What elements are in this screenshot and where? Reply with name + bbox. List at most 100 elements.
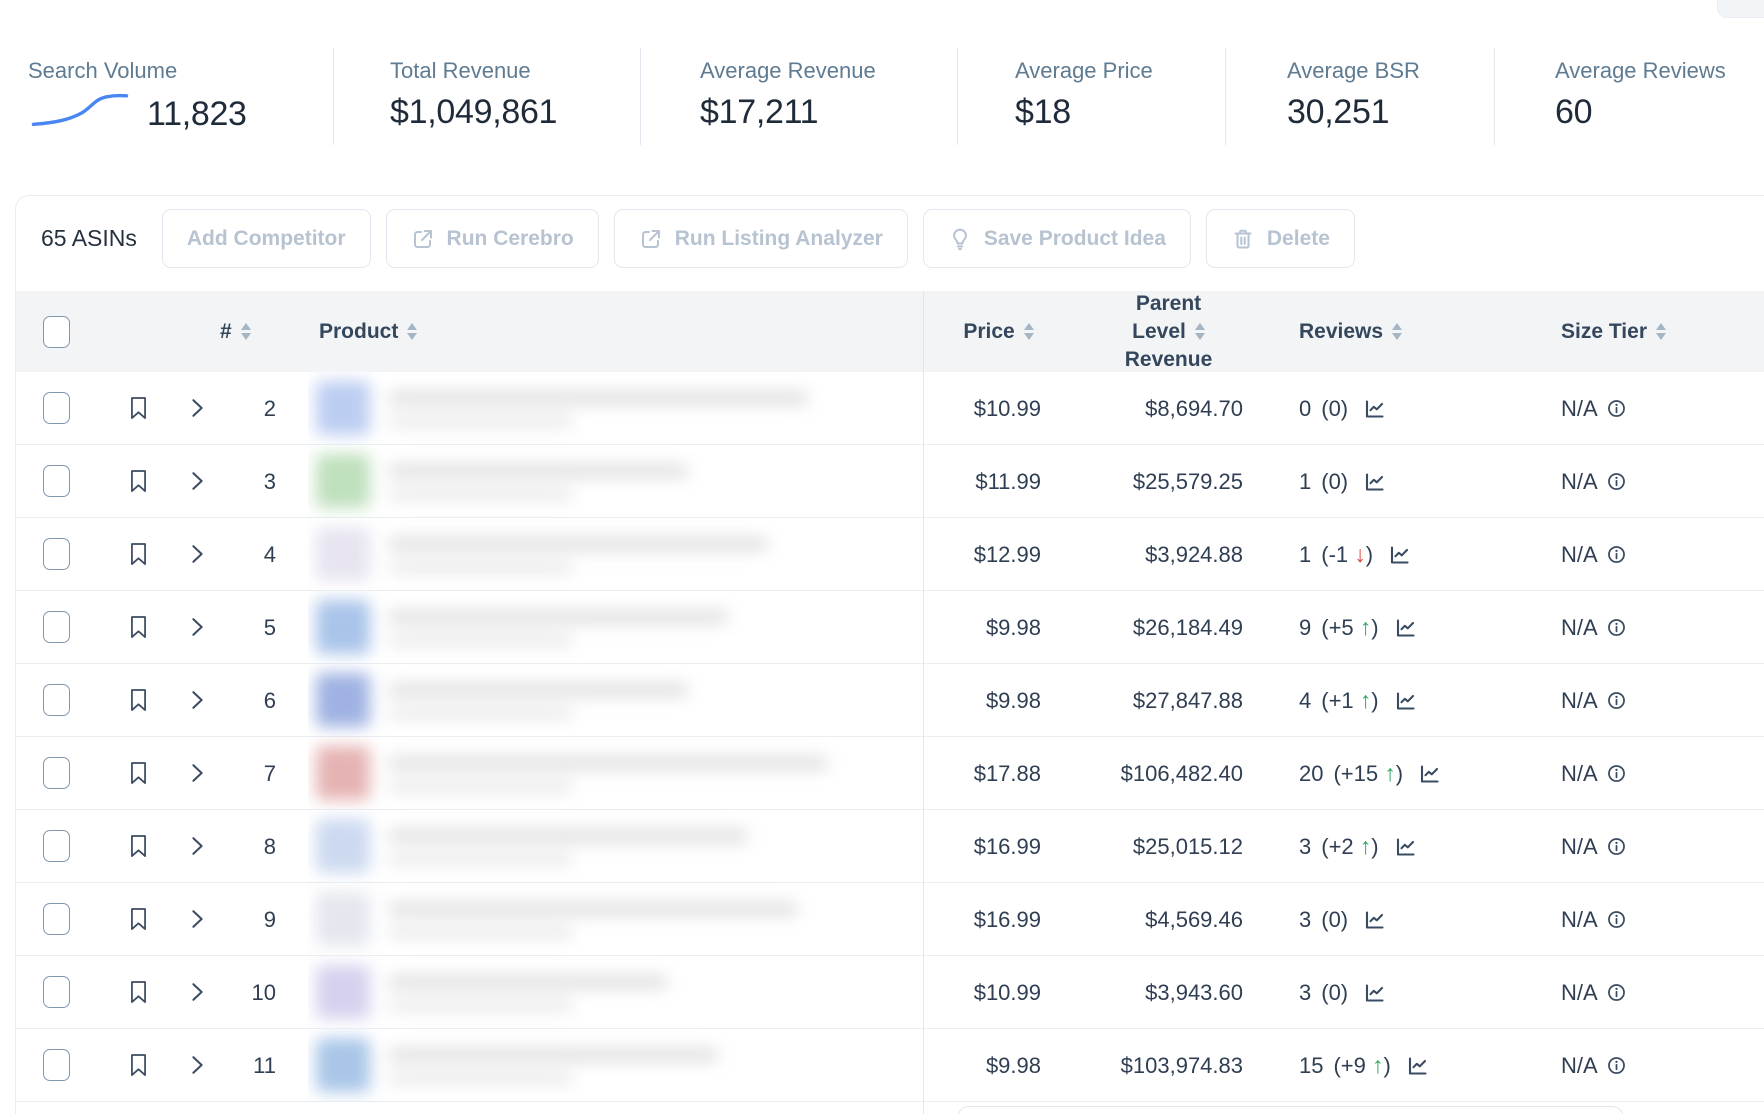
price-cell: $16.99: [973, 834, 1041, 859]
row-checkbox[interactable]: [43, 830, 70, 862]
chart-line-icon[interactable]: [1404, 1054, 1431, 1078]
blurred-title-bar: [388, 683, 688, 697]
expand-chevron-icon[interactable]: [189, 543, 206, 565]
save-product-idea-button[interactable]: Save Product Idea: [922, 209, 1191, 268]
run-cerebro-button[interactable]: Run Cerebro: [385, 209, 599, 268]
chart-line-icon[interactable]: [1416, 762, 1443, 786]
info-icon[interactable]: [1606, 909, 1627, 930]
product-cell-blurred[interactable]: [308, 737, 921, 810]
bookmark-icon[interactable]: [128, 759, 149, 787]
product-thumbnail: [316, 673, 370, 727]
info-icon[interactable]: [1606, 544, 1627, 565]
sort-icon[interactable]: [1392, 323, 1403, 340]
product-cell-blurred[interactable]: [308, 445, 921, 518]
row-checkbox[interactable]: [43, 611, 70, 643]
add-competitor-button[interactable]: Add Competitor: [161, 209, 371, 268]
info-icon[interactable]: [1606, 982, 1627, 1003]
chart-line-icon[interactable]: [1392, 835, 1419, 859]
column-header-parent-level-revenue[interactable]: Parent Level Revenue: [1061, 291, 1276, 372]
product-cell-blurred[interactable]: [308, 956, 921, 1029]
size-tier-value: N/A: [1561, 395, 1598, 421]
product-cell-blurred[interactable]: [308, 372, 921, 445]
product-cell-blurred[interactable]: [308, 664, 921, 737]
chart-line-icon[interactable]: [1361, 908, 1388, 932]
parent-level-revenue-cell: $4,569.46: [1145, 907, 1243, 932]
sort-icon[interactable]: [407, 323, 418, 340]
stat-average-reviews: Average Reviews 60: [1555, 58, 1726, 132]
blurred-title-bar: [388, 975, 668, 989]
row-checkbox[interactable]: [43, 976, 70, 1008]
parent-level-revenue-cell: $26,184.49: [1132, 615, 1243, 640]
product-cell-blurred[interactable]: [308, 518, 921, 591]
bookmark-icon[interactable]: [128, 394, 149, 422]
product-thumbnail: [316, 746, 370, 800]
blurred-subtitle-bar: [388, 1073, 573, 1084]
row-number: 2: [263, 396, 276, 421]
column-header-size-tier[interactable]: Size Tier: [1561, 291, 1666, 372]
row-checkbox[interactable]: [43, 538, 70, 570]
row-checkbox[interactable]: [43, 465, 70, 497]
bookmark-icon[interactable]: [128, 832, 149, 860]
column-header-product[interactable]: Product: [319, 291, 418, 372]
info-icon[interactable]: [1606, 471, 1627, 492]
expand-chevron-icon[interactable]: [189, 908, 206, 930]
bookmark-icon[interactable]: [128, 540, 149, 568]
size-tier-cell: N/A: [1561, 956, 1627, 1029]
run-listing-analyzer-button[interactable]: Run Listing Analyzer: [613, 209, 908, 268]
product-cell-blurred[interactable]: [308, 883, 921, 956]
size-tier-cell: N/A: [1561, 1029, 1627, 1102]
sort-icon[interactable]: [240, 323, 251, 340]
sort-icon[interactable]: [1656, 323, 1666, 340]
product-cell-blurred[interactable]: [308, 810, 921, 883]
chart-line-icon[interactable]: [1386, 543, 1413, 567]
bookmark-icon[interactable]: [128, 467, 149, 495]
bookmark-icon[interactable]: [128, 1051, 149, 1079]
info-icon[interactable]: [1606, 1055, 1627, 1076]
stat-value: $1,049,861: [390, 93, 558, 131]
product-cell-blurred[interactable]: [308, 1029, 921, 1102]
expand-chevron-icon[interactable]: [189, 981, 206, 1003]
bookmark-icon[interactable]: [128, 686, 149, 714]
info-icon[interactable]: [1606, 617, 1627, 638]
expand-chevron-icon[interactable]: [189, 835, 206, 857]
info-icon[interactable]: [1606, 836, 1627, 857]
chart-line-icon[interactable]: [1361, 470, 1388, 494]
info-icon[interactable]: [1606, 763, 1627, 784]
info-icon[interactable]: [1606, 398, 1627, 419]
sort-icon[interactable]: [1194, 323, 1205, 340]
run-cerebro-label: Run Cerebro: [446, 226, 574, 250]
expand-chevron-icon[interactable]: [189, 397, 206, 419]
chart-line-icon[interactable]: [1361, 397, 1388, 421]
product-cell-blurred[interactable]: [308, 591, 921, 664]
blurred-product-content: [308, 737, 921, 810]
stat-average-bsr: Average BSR 30,251: [1287, 58, 1420, 132]
delete-button[interactable]: Delete: [1205, 209, 1355, 268]
column-header-num[interactable]: #: [220, 291, 251, 372]
column-label: Reviews: [1299, 319, 1384, 343]
row-checkbox[interactable]: [43, 392, 70, 424]
row-checkbox[interactable]: [43, 1049, 70, 1081]
expand-chevron-icon[interactable]: [189, 762, 206, 784]
row-checkbox[interactable]: [43, 757, 70, 789]
row-checkbox[interactable]: [43, 684, 70, 716]
chart-line-icon[interactable]: [1361, 981, 1388, 1005]
expand-chevron-icon[interactable]: [189, 689, 206, 711]
chart-line-icon[interactable]: [1392, 689, 1419, 713]
column-header-reviews[interactable]: Reviews: [1299, 291, 1403, 372]
info-icon[interactable]: [1606, 690, 1627, 711]
row-checkbox[interactable]: [43, 903, 70, 935]
bookmark-icon[interactable]: [128, 613, 149, 641]
review-count: 3: [1299, 833, 1312, 859]
column-header-price[interactable]: Price: [921, 291, 1076, 372]
bookmark-icon[interactable]: [128, 905, 149, 933]
expand-chevron-icon[interactable]: [189, 470, 206, 492]
select-all-checkbox[interactable]: [43, 316, 70, 348]
sort-icon[interactable]: [1023, 323, 1034, 340]
expand-chevron-icon[interactable]: [189, 616, 206, 638]
chart-line-icon[interactable]: [1392, 616, 1419, 640]
table-row: 4 $12.99 $3,924.88 1 (-1 ↓) N/A: [16, 518, 1764, 591]
reviews-cell: 1 (-1 ↓): [1299, 518, 1413, 591]
bookmark-icon[interactable]: [128, 978, 149, 1006]
expand-chevron-icon[interactable]: [189, 1054, 206, 1076]
stat-average-price: Average Price $18: [1015, 58, 1153, 132]
